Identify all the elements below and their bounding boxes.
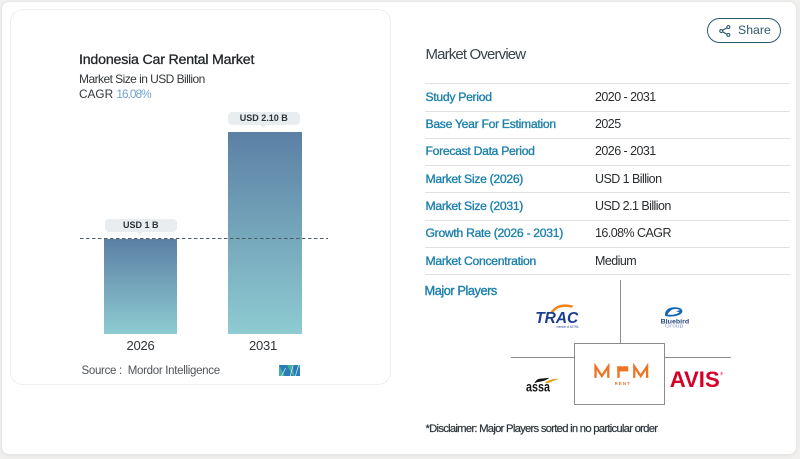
svg-text:RENT: RENT [615,381,631,386]
svg-text:®: ® [720,372,723,377]
svg-text:Bluebird: Bluebird [661,318,690,325]
svg-text:member of ASTRA: member of ASTRA [556,325,578,329]
svg-text:Group: Group [665,323,684,328]
svg-text:assa: assa [526,379,550,394]
svg-text:TRAC: TRAC [535,310,579,327]
svg-text:AVIS: AVIS [670,371,720,389]
